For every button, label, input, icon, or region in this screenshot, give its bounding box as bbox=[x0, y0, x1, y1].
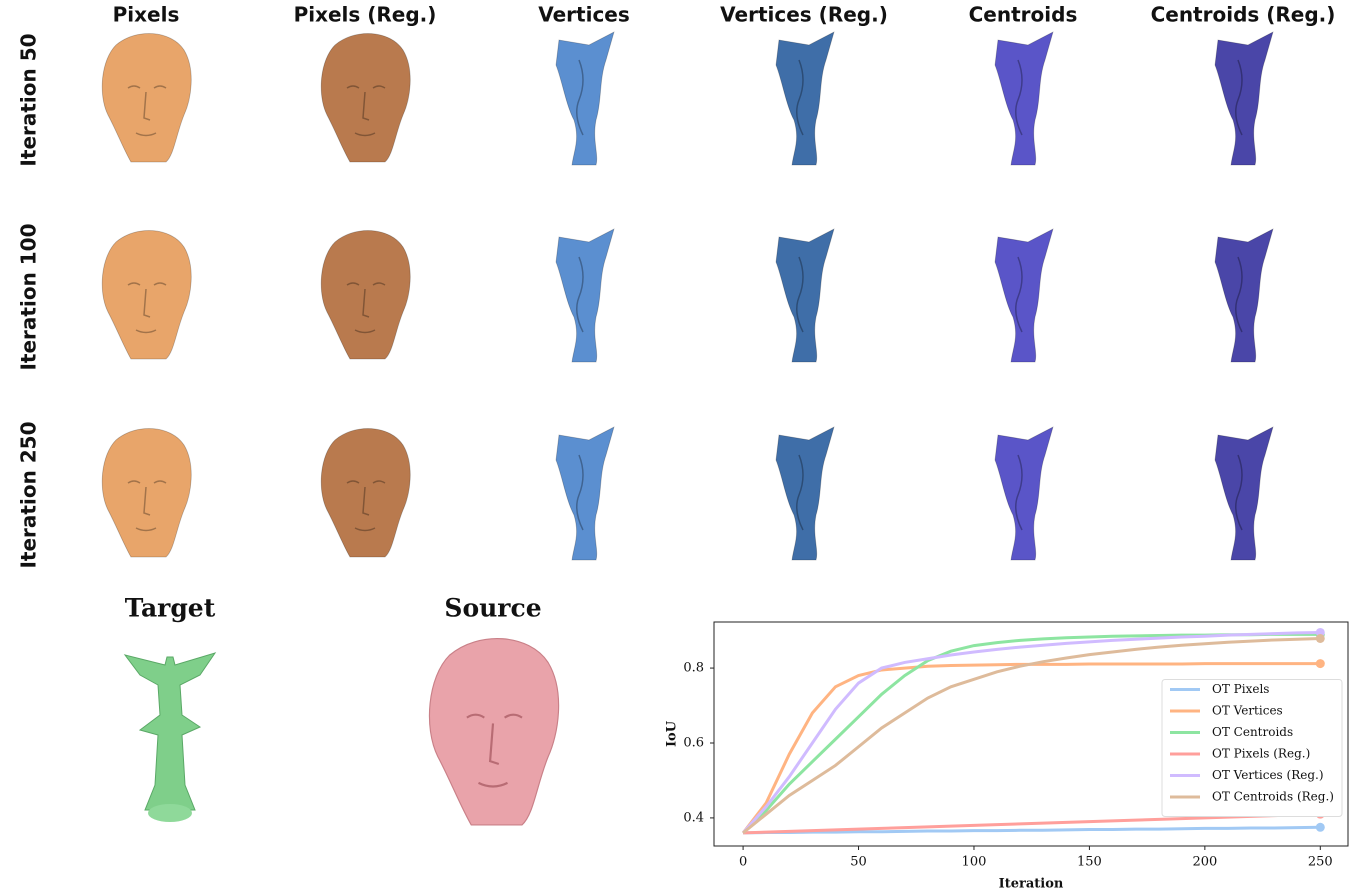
thumbnail bbox=[321, 231, 410, 359]
mesh bbox=[995, 229, 1053, 362]
x-tick-label: 100 bbox=[962, 855, 987, 870]
y-axis-label: IoU bbox=[665, 720, 680, 747]
mesh bbox=[556, 427, 614, 560]
mesh bbox=[321, 34, 410, 162]
column-header: Vertices (Reg.) bbox=[720, 3, 888, 27]
legend-label: OT Pixels bbox=[1212, 682, 1269, 696]
x-tick-label: 250 bbox=[1308, 855, 1333, 870]
legend-label: OT Vertices (Reg.) bbox=[1212, 768, 1324, 782]
row-label: Iteration 250 bbox=[17, 421, 41, 568]
legend-label: OT Centroids bbox=[1212, 725, 1293, 739]
figure: Target Source Pixels Pixels (Reg.) Vertice… bbox=[0, 0, 1359, 896]
thumbnail bbox=[776, 32, 834, 165]
mesh bbox=[1215, 427, 1273, 560]
target-label: Target bbox=[125, 594, 216, 623]
mesh bbox=[102, 429, 191, 557]
thumbnail bbox=[995, 427, 1053, 560]
mesh bbox=[321, 429, 410, 557]
column-header: Pixels bbox=[113, 3, 180, 27]
column-header: Centroids bbox=[969, 3, 1078, 27]
mesh bbox=[776, 32, 834, 165]
thumbnail bbox=[1215, 229, 1273, 362]
x-tick-label: 200 bbox=[1192, 855, 1217, 870]
x-axis-label: Iteration bbox=[999, 877, 1064, 892]
thumbnail bbox=[102, 34, 191, 162]
mesh bbox=[995, 32, 1053, 165]
y-tick-label: 0.6 bbox=[683, 735, 704, 750]
y-tick-label: 0.4 bbox=[683, 810, 704, 825]
thumbnail bbox=[995, 229, 1053, 362]
source-label: Source bbox=[444, 594, 541, 623]
end-marker bbox=[1316, 634, 1325, 643]
y-tick-label: 0.8 bbox=[683, 661, 704, 676]
thumbnail bbox=[776, 427, 834, 560]
end-marker bbox=[1316, 659, 1325, 668]
x-tick-label: 150 bbox=[1077, 855, 1102, 870]
end-marker bbox=[1316, 823, 1325, 832]
source-head bbox=[429, 639, 558, 825]
mesh bbox=[102, 231, 191, 359]
thumbnail bbox=[556, 427, 614, 560]
mesh bbox=[776, 427, 834, 560]
mesh bbox=[1215, 229, 1273, 362]
thumbnail bbox=[321, 429, 410, 557]
legend-label: OT Pixels (Reg.) bbox=[1212, 747, 1310, 761]
thumbnail bbox=[321, 34, 410, 162]
legend-label: OT Vertices bbox=[1212, 704, 1283, 718]
thumbnail bbox=[556, 32, 614, 165]
thumbnail bbox=[1215, 427, 1273, 560]
thumbnail bbox=[1215, 32, 1273, 165]
x-tick-label: 0 bbox=[739, 855, 747, 870]
mesh bbox=[776, 229, 834, 362]
legend-label: OT Centroids (Reg.) bbox=[1212, 790, 1334, 804]
x-tick-label: 50 bbox=[850, 855, 867, 870]
thumbnail bbox=[776, 229, 834, 362]
mesh bbox=[556, 229, 614, 362]
thumbnail bbox=[556, 229, 614, 362]
thumbnail bbox=[102, 231, 191, 359]
row-label: Iteration 50 bbox=[17, 33, 41, 166]
thumbnail bbox=[995, 32, 1053, 165]
target-statue bbox=[125, 653, 215, 822]
mesh bbox=[995, 427, 1053, 560]
row-label: Iteration 100 bbox=[17, 223, 41, 370]
thumbnail bbox=[102, 429, 191, 557]
mesh bbox=[102, 34, 191, 162]
column-header: Vertices bbox=[538, 3, 630, 27]
mesh bbox=[556, 32, 614, 165]
mesh bbox=[321, 231, 410, 359]
column-header: Centroids (Reg.) bbox=[1151, 3, 1336, 27]
mesh bbox=[1215, 32, 1273, 165]
column-header: Pixels (Reg.) bbox=[294, 3, 437, 27]
